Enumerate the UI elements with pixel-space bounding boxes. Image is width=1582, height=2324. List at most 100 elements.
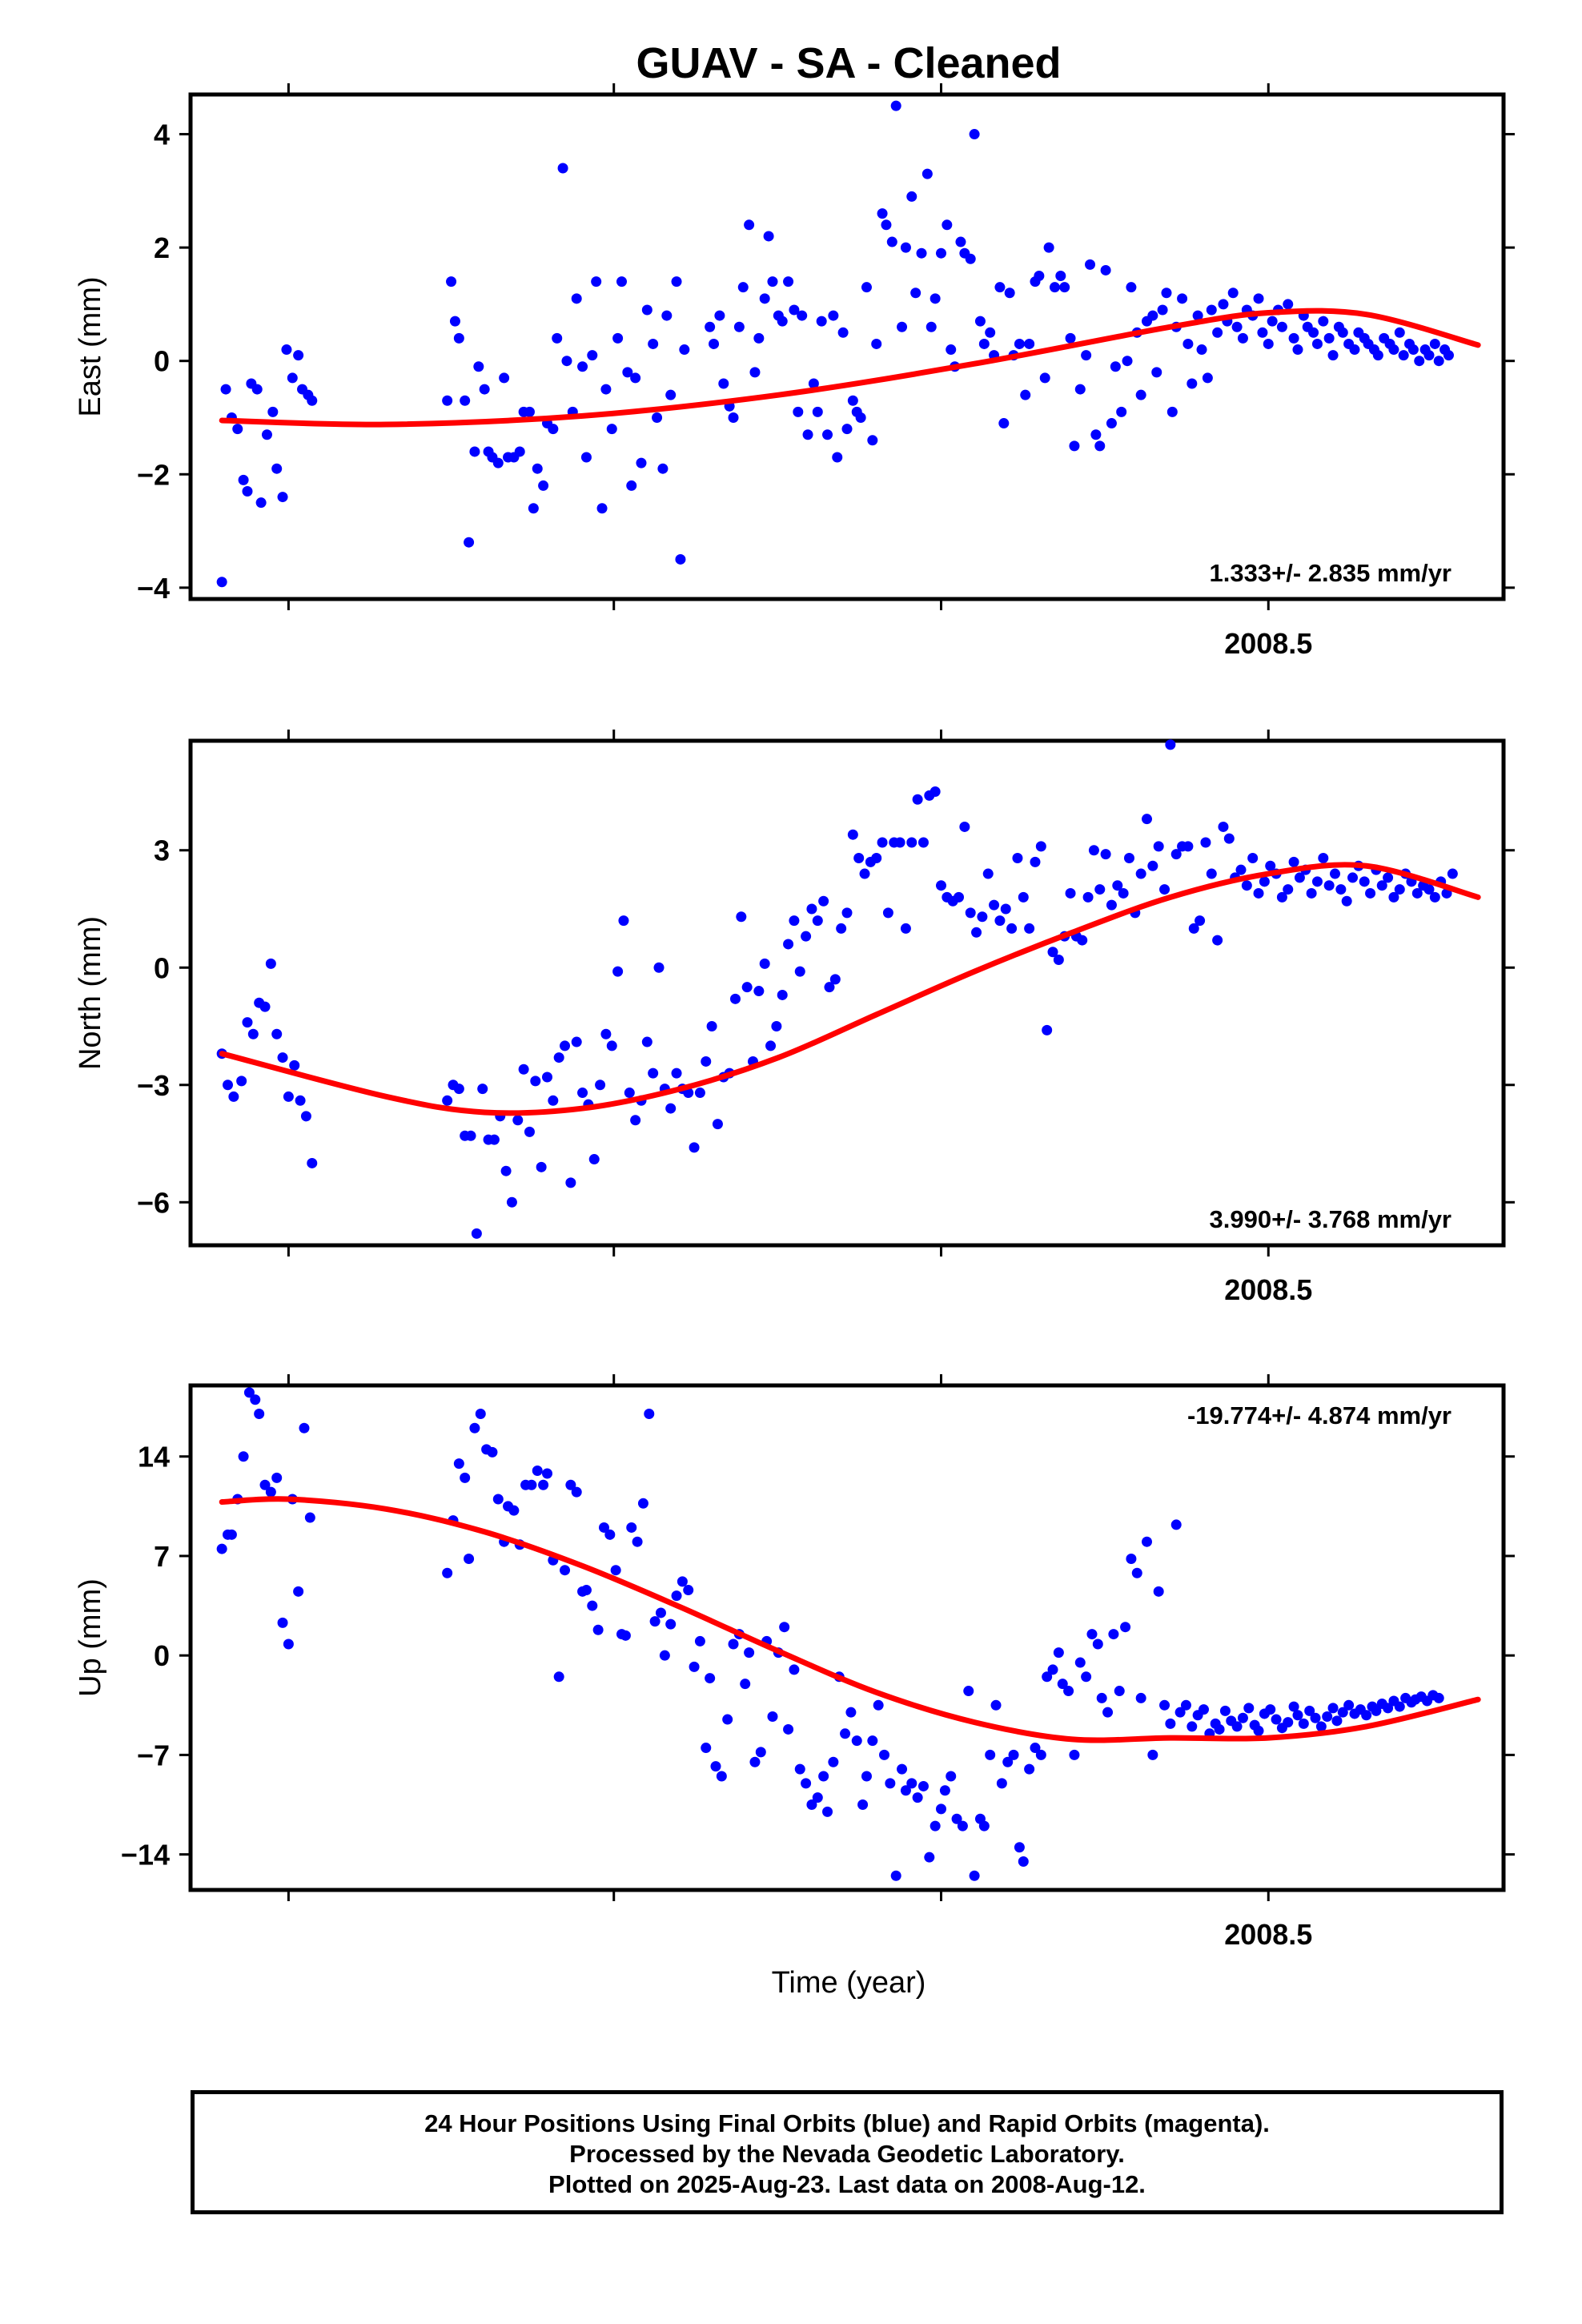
data-point (1131, 1567, 1142, 1578)
data-point (506, 1196, 517, 1208)
data-point (1086, 1629, 1098, 1640)
data-point (935, 247, 946, 259)
data-point (1218, 821, 1229, 832)
data-point (1276, 891, 1287, 903)
data-point (618, 915, 629, 927)
data-point (1126, 1554, 1137, 1565)
data-point (1212, 327, 1223, 338)
data-point (1024, 923, 1035, 934)
data-point (1337, 327, 1348, 338)
data-point (1383, 1703, 1394, 1714)
data-point (644, 1408, 655, 1419)
data-point (985, 1749, 996, 1760)
data-point (1065, 887, 1076, 899)
data-point (232, 424, 243, 435)
data-point (471, 1228, 482, 1239)
data-point (1308, 327, 1319, 338)
data-point (828, 310, 839, 321)
data-point (921, 168, 933, 179)
data-point (304, 1512, 315, 1523)
data-point (665, 389, 677, 400)
data-point (1147, 860, 1158, 871)
data-point (238, 474, 249, 485)
data-point (1306, 887, 1317, 899)
data-point (1042, 1024, 1053, 1035)
data-point (1394, 1701, 1405, 1712)
data-point (957, 1820, 968, 1831)
data-point (926, 321, 937, 332)
data-point (1200, 837, 1211, 848)
data-point (548, 1095, 559, 1106)
data-point (806, 903, 817, 915)
data-point (741, 982, 753, 993)
data-point (1008, 1749, 1019, 1760)
data-point (1206, 304, 1217, 316)
data-point (1096, 1692, 1107, 1703)
data-point (271, 1472, 283, 1483)
data-point (295, 1095, 306, 1106)
data-point (560, 1040, 571, 1051)
data-point (577, 1088, 588, 1099)
data-point (1159, 884, 1170, 895)
data-point (661, 310, 673, 321)
data-point (665, 1618, 677, 1630)
data-point (1335, 884, 1347, 895)
data-point (1030, 1743, 1041, 1754)
data-point (1042, 1671, 1053, 1683)
data-point (906, 191, 917, 202)
data-point (1180, 1699, 1191, 1711)
data-point (767, 276, 778, 287)
data-point (1142, 1536, 1153, 1547)
data-point (283, 1638, 294, 1650)
data-point (900, 923, 911, 934)
data-point (1265, 1704, 1276, 1715)
data-point (1195, 915, 1206, 927)
data-point (1142, 814, 1153, 825)
data-point (254, 1408, 265, 1419)
data-point (871, 853, 882, 864)
data-point (978, 1820, 990, 1831)
data-point (492, 1494, 504, 1505)
data-points (216, 739, 1458, 1239)
data-point (488, 1134, 500, 1145)
data-point (460, 1472, 471, 1483)
data-point (1100, 264, 1111, 275)
data-point (1292, 1710, 1303, 1721)
data-point (612, 332, 624, 344)
data-point (1318, 853, 1329, 864)
data-point (1253, 1725, 1264, 1736)
data-point (469, 1422, 480, 1433)
data-point (652, 412, 663, 423)
fit-curve (219, 862, 1481, 1116)
data-point (1331, 1715, 1343, 1727)
data-point (994, 282, 1006, 293)
data-point (442, 395, 453, 406)
data-point (1002, 1756, 1014, 1767)
data-point (1349, 344, 1360, 356)
data-point (532, 1465, 543, 1476)
data-point (935, 1803, 946, 1815)
data-point (737, 282, 749, 293)
data-point (265, 1486, 276, 1498)
data-point (910, 287, 921, 299)
data-point (861, 282, 872, 293)
data-point (453, 1084, 464, 1095)
data-point (1014, 338, 1025, 349)
data-point (1411, 887, 1423, 899)
data-point (648, 1068, 659, 1079)
data-point (1182, 841, 1194, 852)
data-point (571, 293, 582, 304)
data-point (897, 321, 908, 332)
data-point (1241, 880, 1252, 891)
data-point (765, 1040, 777, 1051)
data-point (705, 321, 716, 332)
data-point (759, 958, 770, 969)
data-point (1047, 947, 1058, 958)
data-point (626, 480, 637, 491)
data-point (1166, 406, 1178, 417)
data-point (729, 993, 741, 1004)
data-point (951, 1813, 962, 1824)
data-point (1361, 1710, 1372, 1721)
data-point (1123, 853, 1134, 864)
data-point (749, 1756, 761, 1767)
